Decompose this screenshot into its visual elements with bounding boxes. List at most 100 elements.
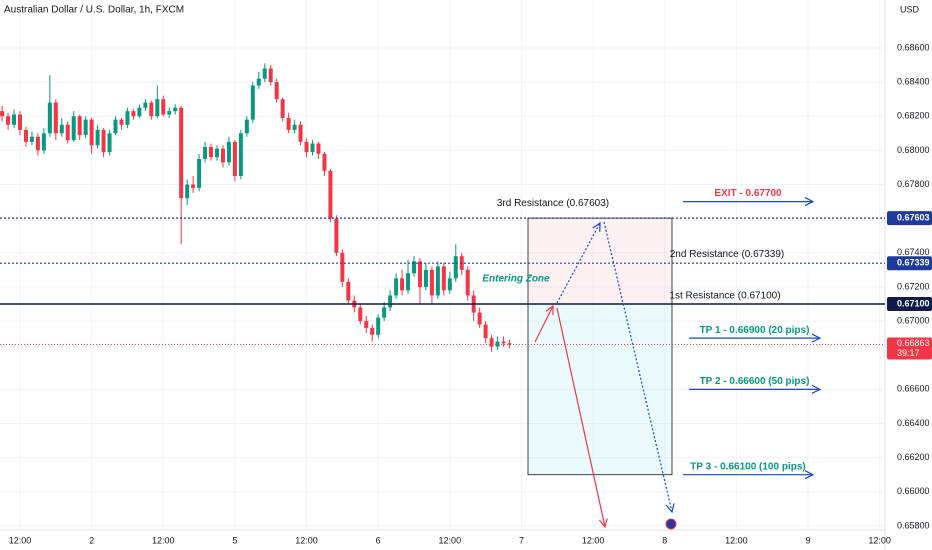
candle-body: [214, 148, 219, 158]
candle-body: [340, 252, 345, 282]
event-icon: [665, 518, 677, 530]
candle-body: [119, 119, 124, 125]
candle-body: [6, 116, 11, 125]
candle-body: [376, 317, 381, 335]
candle-body: [173, 107, 178, 112]
candle-body: [59, 124, 64, 134]
candle-body: [0, 111, 5, 117]
candle-body: [429, 269, 434, 296]
candle-body: [256, 78, 261, 86]
candle-body: [167, 111, 172, 115]
price-badge: [887, 297, 932, 312]
candles: [0, 63, 512, 352]
candle-body: [191, 184, 196, 188]
candle-body: [441, 266, 446, 291]
candle-body: [65, 124, 70, 141]
y-tick-label: 0.67400: [897, 247, 930, 257]
candle-body: [197, 158, 202, 188]
x-tick-label: 12:00: [725, 535, 748, 545]
candle-body: [417, 261, 422, 287]
x-tick-label: 12:00: [582, 535, 605, 545]
x-tick-label: 5: [232, 535, 237, 545]
candle-body: [310, 143, 315, 153]
candle-body: [370, 327, 375, 335]
candle-body: [447, 278, 452, 291]
target-label: TP 3 - 0.66100 (100 pips): [690, 461, 805, 472]
price-badge: [887, 211, 932, 226]
current-price-label: 0.66863: [897, 338, 930, 348]
candle-body: [423, 269, 428, 287]
candle-body: [131, 111, 136, 117]
candle-body: [244, 119, 249, 134]
x-tick-label: 8: [662, 535, 667, 545]
y-tick-label: 0.68400: [897, 76, 930, 86]
projection-arrow: [603, 221, 672, 512]
x-tick-label: 12:00: [152, 535, 175, 545]
candle-body: [161, 99, 166, 115]
candle-body: [17, 114, 22, 130]
y-tick-label: 0.67000: [897, 315, 930, 325]
candle-body: [35, 136, 40, 151]
candle-body: [23, 129, 28, 142]
currency-label: USD: [900, 4, 920, 14]
candle-body: [489, 338, 494, 347]
candle-body: [179, 107, 184, 199]
x-tick-label: 12:00: [9, 535, 32, 545]
x-tick-label: 2: [89, 535, 94, 545]
y-tick-label: 0.68000: [897, 145, 930, 155]
candle-body: [185, 184, 190, 199]
candle-body: [495, 341, 500, 347]
y-tick-label: 0.66400: [897, 418, 930, 428]
price-badge: [887, 256, 932, 271]
y-tick-label: 0.68600: [897, 42, 930, 52]
candle-body: [232, 141, 237, 176]
candle-body: [143, 102, 148, 108]
level-text: 3rd Resistance (0.67603): [497, 198, 609, 209]
candle-body: [435, 266, 440, 296]
target-label: TP 2 - 0.66600 (50 pips): [700, 376, 810, 387]
candle-body: [137, 107, 142, 117]
y-tick-label: 0.66600: [897, 384, 930, 394]
y-tick-label: 0.66000: [897, 486, 930, 496]
countdown-label: 39:17: [897, 348, 920, 358]
candle-body: [382, 307, 387, 318]
projection-arrow: [556, 307, 605, 527]
candle-body: [47, 102, 52, 134]
current-price-badge: [887, 337, 932, 360]
price-badge-label: 0.67339: [897, 258, 930, 268]
candle-body: [107, 133, 112, 153]
candle-body: [286, 117, 291, 130]
axes: 0.68600 0.68400 0.68200 0.68000 0.67800 0.674…: [9, 42, 932, 545]
candle-body: [364, 321, 369, 328]
level-text: 2nd Resistance (0.67339): [670, 249, 785, 260]
level-text: 1st Resistance (0.67100): [669, 291, 780, 302]
candle-body: [274, 82, 279, 100]
annotations: 3rd Resistance (0.67603) 2nd Resistance (…: [0, 188, 885, 530]
candle-body: [465, 269, 470, 296]
candle-body: [29, 136, 34, 142]
candle-body: [388, 295, 393, 308]
y-tick-label: 0.67200: [897, 281, 930, 291]
candle-body: [292, 124, 297, 130]
candle-body: [268, 68, 273, 83]
candle-body: [113, 119, 118, 134]
candle-body: [334, 218, 339, 253]
risk-box: [527, 217, 673, 305]
x-tick-label: 7: [519, 535, 524, 545]
projection-arrow: [556, 223, 600, 304]
target-label: EXIT - 0.67700: [714, 188, 782, 199]
candle-body: [71, 116, 76, 141]
projection-arrow: [534, 306, 553, 343]
candle-body: [220, 148, 225, 163]
candle-body: [262, 68, 267, 79]
candle-body: [298, 124, 303, 142]
candle-body: [411, 261, 416, 274]
x-tick-label: 9: [805, 535, 810, 545]
candle-body: [406, 273, 411, 291]
candle-body: [77, 116, 82, 136]
x-tick-label: 6: [376, 535, 381, 545]
target-label: TP 1 - 0.66900 (20 pips): [700, 325, 810, 336]
candle-body: [400, 278, 405, 291]
candle-body: [358, 307, 363, 322]
